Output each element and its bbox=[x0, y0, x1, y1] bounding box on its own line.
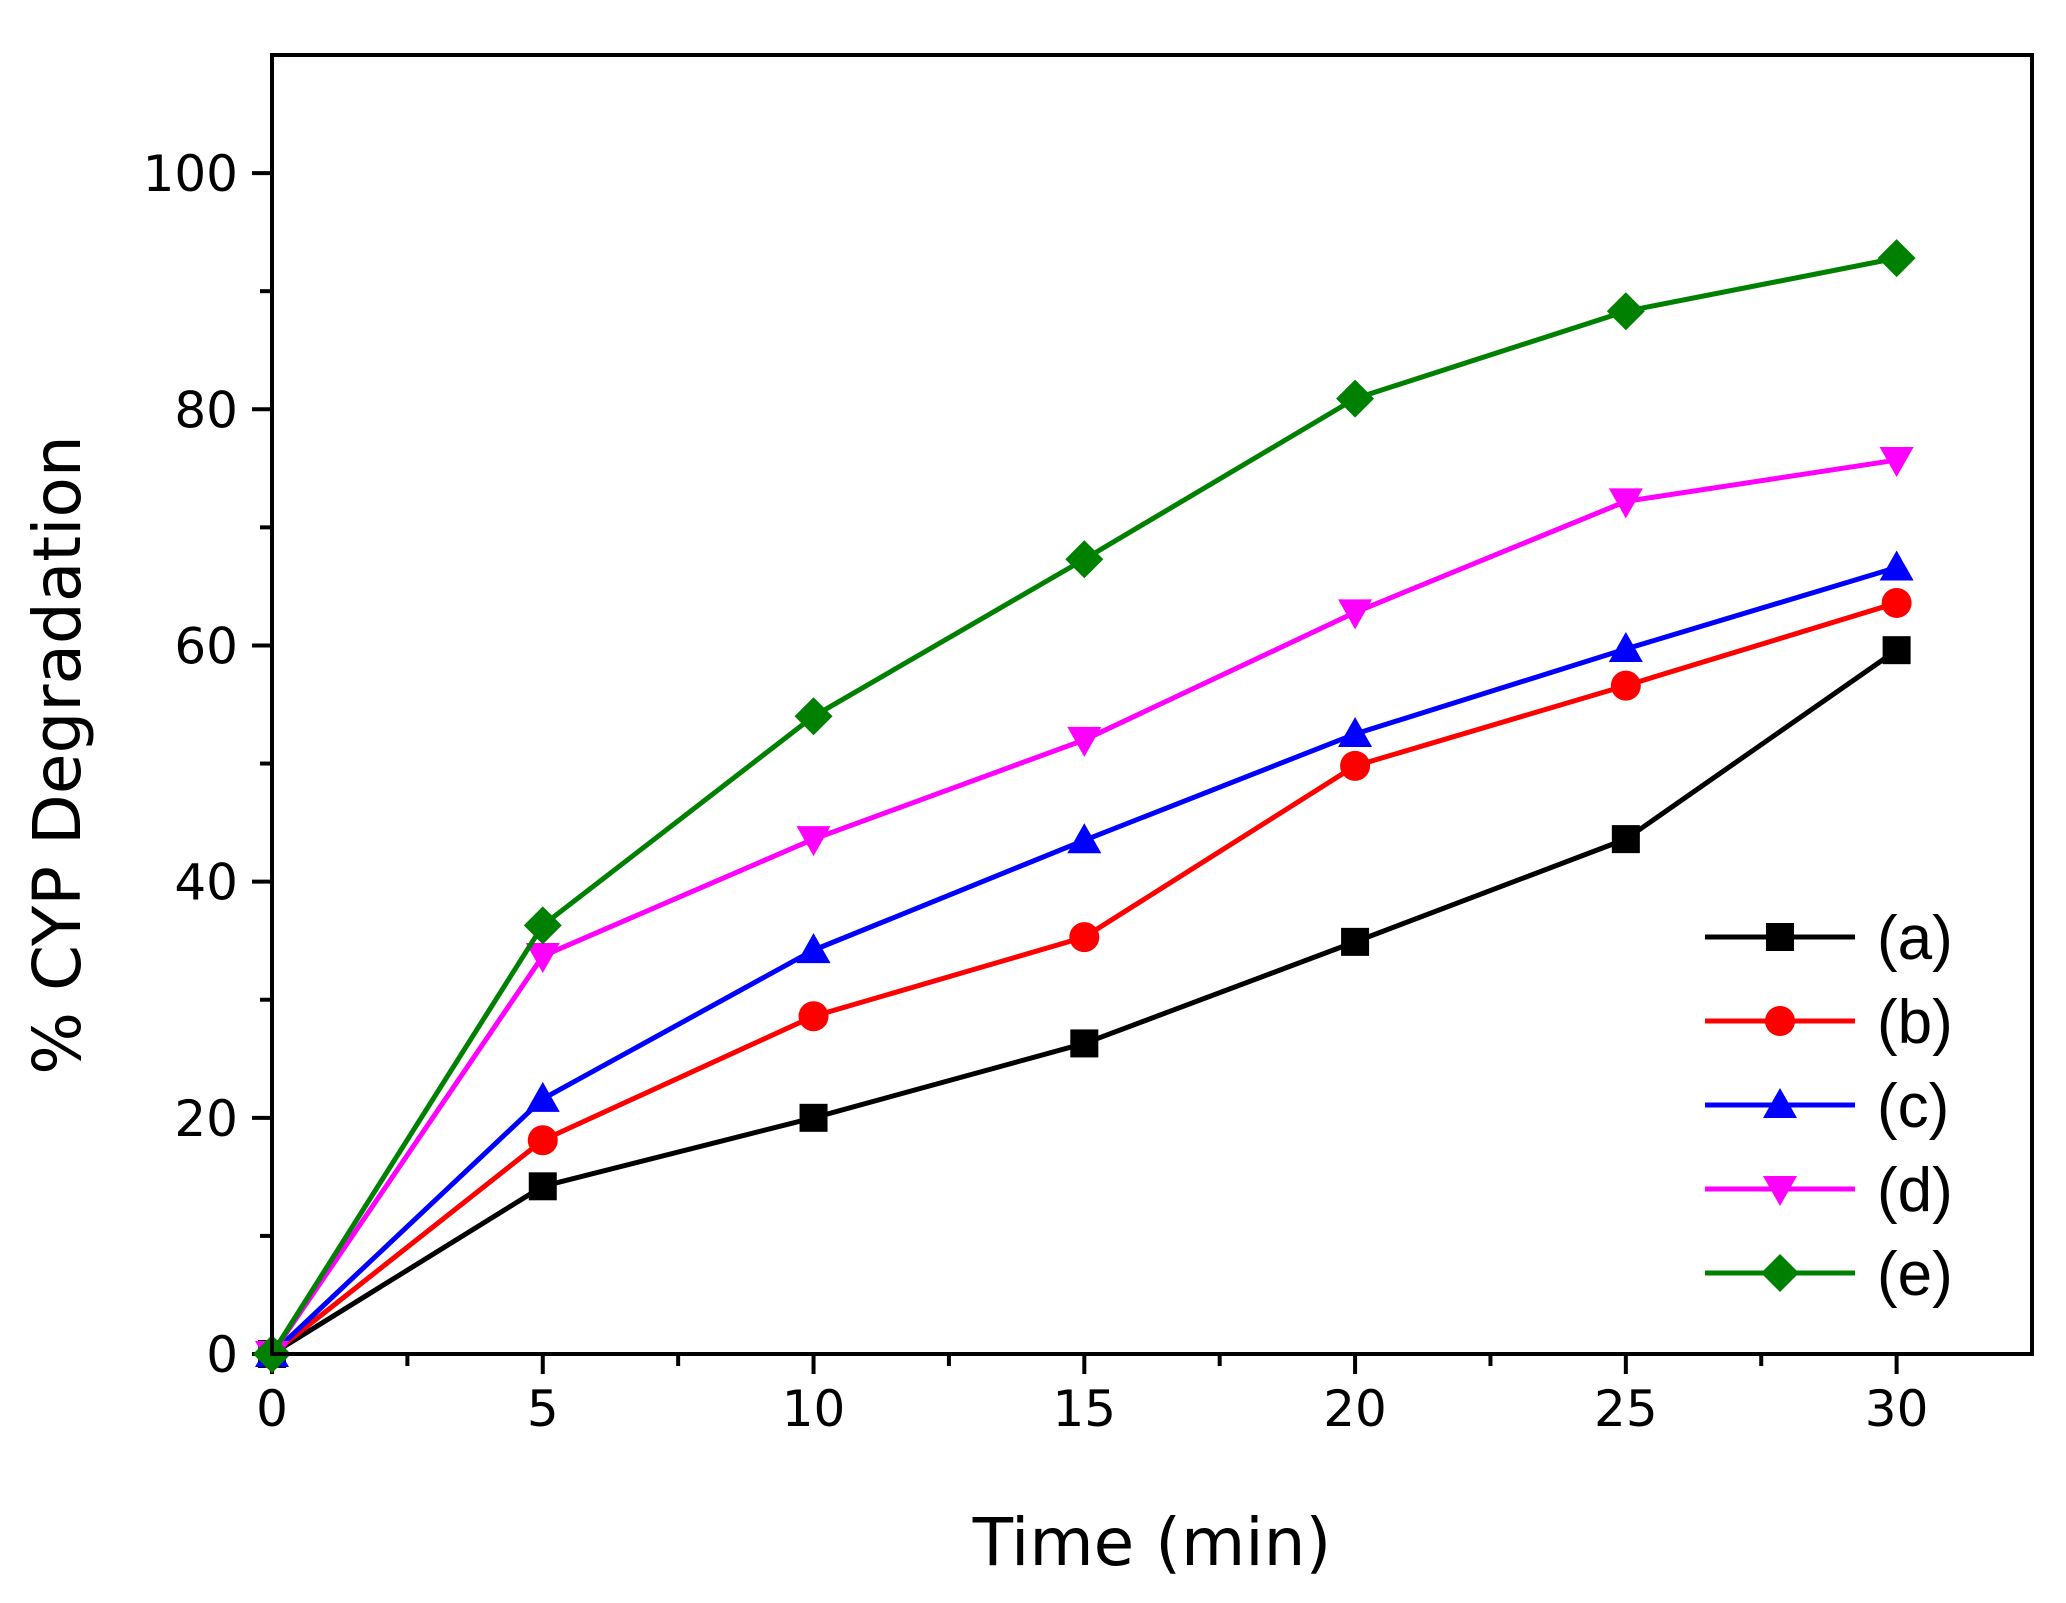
data-point bbox=[794, 697, 833, 736]
data-point bbox=[1065, 540, 1104, 579]
data-point bbox=[1338, 599, 1373, 630]
y-tick-label: 80 bbox=[174, 381, 238, 439]
data-point bbox=[1067, 726, 1102, 757]
x-tick-label: 20 bbox=[1323, 1380, 1387, 1438]
x-tick-label: 10 bbox=[782, 1380, 846, 1438]
data-point bbox=[527, 1125, 558, 1156]
data-point bbox=[798, 1001, 829, 1032]
series-layer bbox=[253, 239, 1916, 1373]
y-axis-title: % CYP Degradation bbox=[19, 435, 96, 1074]
legend-marker bbox=[1766, 923, 1794, 951]
legend-marker bbox=[1763, 1088, 1797, 1118]
legend-item: (b) bbox=[1705, 988, 1953, 1057]
x-tick-label: 30 bbox=[1865, 1380, 1929, 1438]
data-point bbox=[1069, 922, 1100, 953]
series-a bbox=[258, 636, 1911, 1368]
data-point bbox=[528, 1172, 557, 1201]
legend-marker bbox=[1765, 1006, 1795, 1036]
y-tick-label: 0 bbox=[206, 1326, 238, 1384]
series-b bbox=[257, 587, 1912, 1369]
series-line bbox=[269, 255, 1898, 1356]
x-axis-title: Time (min) bbox=[972, 1504, 1331, 1581]
legend-label: (d) bbox=[1877, 1156, 1953, 1225]
legend-item: (c) bbox=[1705, 1072, 1949, 1141]
data-point bbox=[1610, 670, 1641, 701]
data-point bbox=[525, 943, 560, 974]
legend-item: (a) bbox=[1705, 904, 1953, 973]
series-d bbox=[255, 447, 1914, 1371]
y-tick-label: 20 bbox=[174, 1090, 238, 1148]
x-tick-label: 25 bbox=[1594, 1380, 1658, 1438]
data-point bbox=[1336, 379, 1375, 418]
legend-item: (e) bbox=[1705, 1240, 1953, 1309]
legend: (a) (b) (c) (d) (e) bbox=[1705, 904, 1953, 1309]
legend-label: (a) bbox=[1877, 904, 1953, 973]
data-point bbox=[796, 826, 831, 857]
x-tick-label: 5 bbox=[527, 1380, 559, 1438]
data-point bbox=[1608, 488, 1643, 519]
y-tick-label: 40 bbox=[174, 854, 238, 912]
data-point bbox=[1070, 1029, 1099, 1058]
y-tick-label: 100 bbox=[143, 145, 238, 203]
data-point bbox=[1338, 717, 1373, 748]
plot-frame bbox=[270, 53, 2034, 1356]
data-point bbox=[1606, 292, 1645, 331]
data-point bbox=[1877, 239, 1916, 278]
data-point bbox=[1879, 550, 1914, 581]
legend-marker bbox=[1763, 1176, 1797, 1206]
data-point bbox=[1340, 750, 1371, 781]
data-point bbox=[1879, 447, 1914, 478]
data-point bbox=[1611, 825, 1640, 854]
y-tick-label: 60 bbox=[174, 617, 238, 675]
data-point bbox=[1067, 823, 1102, 854]
series-line bbox=[270, 565, 1898, 1356]
series-line bbox=[269, 457, 1897, 1356]
legend-label: (c) bbox=[1877, 1072, 1949, 1141]
data-point bbox=[799, 1103, 828, 1132]
legend-label: (e) bbox=[1877, 1240, 1953, 1309]
ticks-layer: 0 5 10 15 20 25 30 0 20 40 60 80 100 bbox=[143, 145, 1929, 1438]
x-tick-label: 0 bbox=[256, 1380, 288, 1438]
data-point bbox=[1608, 631, 1643, 662]
series-line bbox=[270, 600, 1898, 1356]
data-point bbox=[523, 906, 562, 945]
data-point bbox=[1341, 927, 1370, 956]
legend-marker bbox=[1761, 1254, 1799, 1292]
data-point bbox=[1882, 636, 1911, 665]
series-e bbox=[253, 239, 1916, 1373]
legend-item: (d) bbox=[1705, 1156, 1953, 1225]
data-point bbox=[796, 933, 831, 964]
data-point bbox=[525, 1081, 560, 1112]
x-tick-label: 15 bbox=[1052, 1380, 1116, 1438]
data-point bbox=[1881, 587, 1912, 618]
legend-label: (b) bbox=[1877, 988, 1953, 1057]
